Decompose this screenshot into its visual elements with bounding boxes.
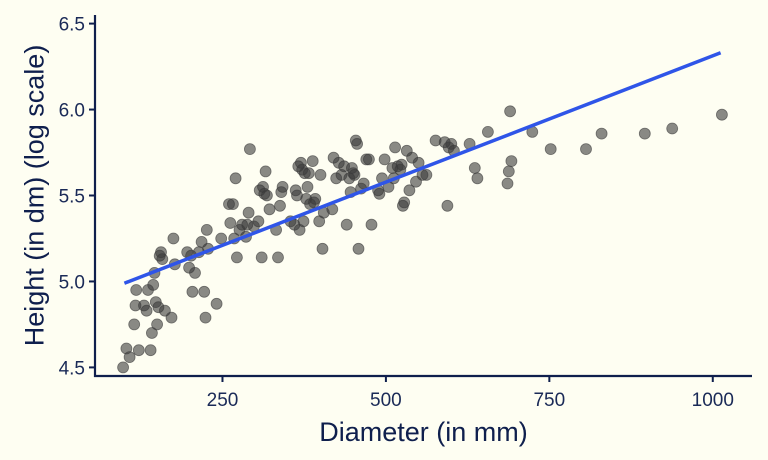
data-point [351,137,364,150]
x-tick-label: 750 [533,390,565,411]
data-point [198,285,211,298]
data-point [441,199,454,212]
data-point [302,167,315,180]
ticks-layer: 250 500 750 1000 4.5 5.0 5.5 6.0 6.5 [59,15,734,411]
data-point [147,278,160,291]
data-point [226,198,239,211]
data-point [378,153,391,166]
data-point [117,361,129,374]
data-point [140,304,153,317]
data-point [666,122,679,135]
data-point [504,105,517,118]
data-point [199,311,212,324]
data-point [580,143,592,156]
data-point [156,253,169,266]
regression-line-layer [123,51,722,285]
data-point [309,192,322,205]
data-point [471,172,484,185]
data-point [274,199,286,212]
data-point [128,318,141,331]
data-point [638,127,651,140]
points-layer [117,105,728,374]
data-point [595,127,608,140]
data-point [420,168,433,181]
y-tick-label: 5.5 [59,187,85,208]
data-point [481,125,494,138]
data-point [398,196,411,209]
data-point [210,297,223,310]
data-point [200,223,213,236]
data-point [215,232,228,245]
data-point [242,206,255,219]
data-point [501,177,514,190]
data-point [165,311,178,324]
data-point [468,162,481,174]
data-point [145,327,158,339]
data-point [316,242,329,255]
data-point [395,158,408,171]
x-axis-title: Diameter (in mm) [319,417,528,447]
data-point [297,215,310,228]
data-point [167,232,180,245]
data-point [362,153,375,166]
y-axis-title: Height (in dm) (log scale) [19,45,49,347]
data-point [272,251,284,264]
data-point [151,318,164,331]
data-point [224,217,237,229]
data-point [716,108,728,121]
data-point [255,251,268,264]
y-tick-label: 6.0 [59,101,85,122]
data-point [230,251,243,264]
data-point [348,168,361,181]
data-point [259,165,272,178]
data-point [263,203,276,216]
data-point [276,180,289,193]
data-point [352,242,365,255]
data-point [130,284,143,296]
data-point [505,155,518,168]
data-point [186,285,199,298]
data-point [340,218,353,231]
data-point [403,184,416,197]
data-point [314,168,327,181]
data-point [544,143,557,156]
x-tick-label: 250 [207,390,239,411]
data-point [306,155,319,168]
x-tick-label: 500 [370,390,402,411]
data-point [243,143,256,156]
y-tick-label: 5.0 [59,272,85,293]
data-point [502,165,515,178]
y-tick-label: 4.5 [59,358,85,379]
y-tick-label: 6.5 [59,15,85,36]
data-point [189,266,201,279]
data-point [260,189,273,202]
regression-line [123,51,722,285]
data-point [252,215,265,228]
data-point [132,344,145,357]
data-point [365,218,378,231]
data-point [357,177,370,190]
data-point [301,180,314,193]
data-point [229,172,242,185]
data-point [123,351,136,364]
data-point [389,141,402,154]
data-point [144,344,157,357]
data-point [373,187,386,200]
x-tick-label: 1000 [692,390,734,411]
